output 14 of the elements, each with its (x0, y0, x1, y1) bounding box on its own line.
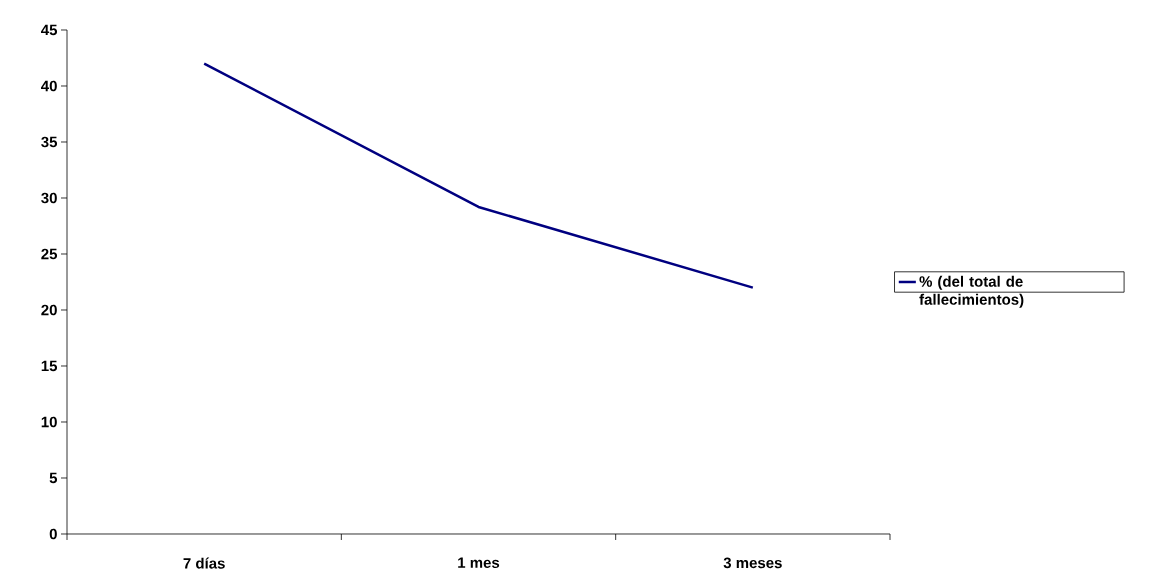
y-tick-label: 20 (41, 304, 57, 316)
x-tick-label: 1 mes (458, 557, 500, 568)
y-tick-label: 25 (41, 248, 58, 260)
y-tick-label: 30 (41, 192, 57, 204)
y-tick-label: 15 (41, 360, 58, 372)
y-tick-label: 0 (49, 528, 57, 540)
x-tick-label: 3 meses (723, 557, 782, 569)
y-tick-label: 40 (41, 80, 57, 92)
y-tick-label: 35 (41, 136, 58, 148)
y-tick-label: 10 (41, 416, 57, 428)
x-tick-label: 7 días (183, 557, 225, 569)
legend-label: % (del total de fallecimientos) (919, 275, 1024, 308)
y-tick-label: 5 (49, 472, 58, 484)
y-tick-label: 45 (41, 24, 58, 36)
